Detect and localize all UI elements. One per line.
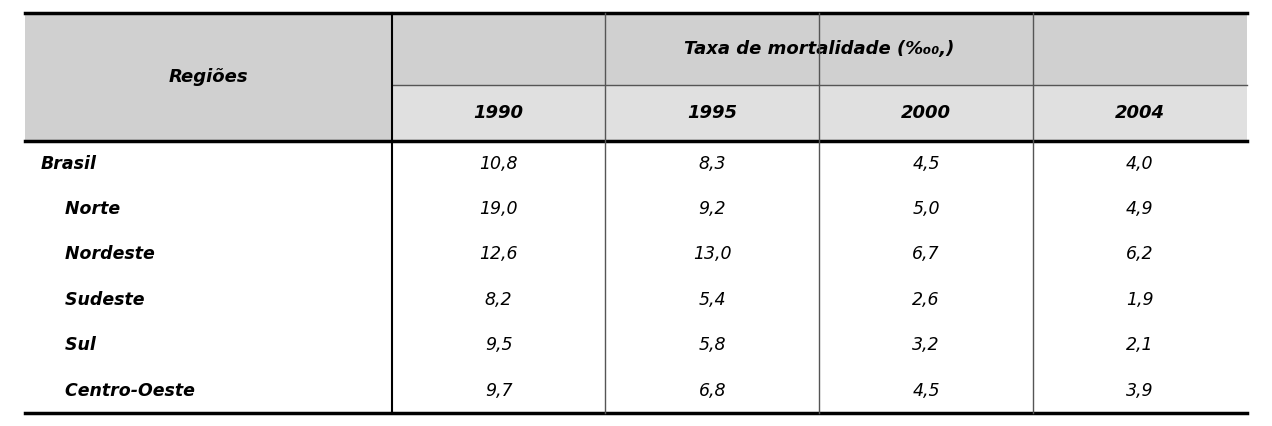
Bar [25,141,1247,186]
Text: 6,7: 6,7 [912,245,940,263]
Bar [1033,85,1247,141]
Text: 8,3: 8,3 [698,155,726,173]
Bar [25,322,1247,368]
Text: 3,9: 3,9 [1126,382,1154,400]
Text: Brasil: Brasil [41,155,97,173]
Bar [25,13,392,141]
Text: 4,0: 4,0 [1126,155,1154,173]
Text: 3,2: 3,2 [912,336,940,354]
Bar [819,85,1033,141]
Text: 9,7: 9,7 [485,382,513,400]
Text: 9,5: 9,5 [485,336,513,354]
Text: 5,4: 5,4 [698,291,726,309]
Text: Sul: Sul [41,336,95,354]
Text: Sudeste: Sudeste [41,291,144,309]
Text: 6,8: 6,8 [698,382,726,400]
Text: 1,9: 1,9 [1126,291,1154,309]
Text: 9,2: 9,2 [698,200,726,218]
Text: 12,6: 12,6 [480,245,518,263]
Text: 4,5: 4,5 [912,155,940,173]
Text: 1990: 1990 [473,104,524,122]
Bar [392,85,605,141]
Bar [392,13,1247,85]
Bar [25,186,1247,232]
Text: Regiões: Regiões [169,68,248,86]
Text: 2,6: 2,6 [912,291,940,309]
Bar [25,368,1247,413]
Bar [605,85,819,141]
Text: Centro-Oeste: Centro-Oeste [41,382,195,400]
Text: 5,0: 5,0 [912,200,940,218]
Text: 2000: 2000 [901,104,951,122]
Text: Nordeste: Nordeste [41,245,154,263]
Text: Norte: Norte [41,200,120,218]
Text: 2,1: 2,1 [1126,336,1154,354]
Text: 8,2: 8,2 [485,291,513,309]
Text: 6,2: 6,2 [1126,245,1154,263]
Text: 4,9: 4,9 [1126,200,1154,218]
Text: 10,8: 10,8 [480,155,518,173]
Text: 4,5: 4,5 [912,382,940,400]
Text: 2004: 2004 [1114,104,1165,122]
Text: Taxa de mortalidade (‰₀,): Taxa de mortalidade (‰₀,) [684,40,954,58]
Text: 5,8: 5,8 [698,336,726,354]
Text: 13,0: 13,0 [693,245,731,263]
Bar [25,232,1247,277]
Bar [25,277,1247,322]
Text: 19,0: 19,0 [480,200,518,218]
Text: 1995: 1995 [687,104,738,122]
